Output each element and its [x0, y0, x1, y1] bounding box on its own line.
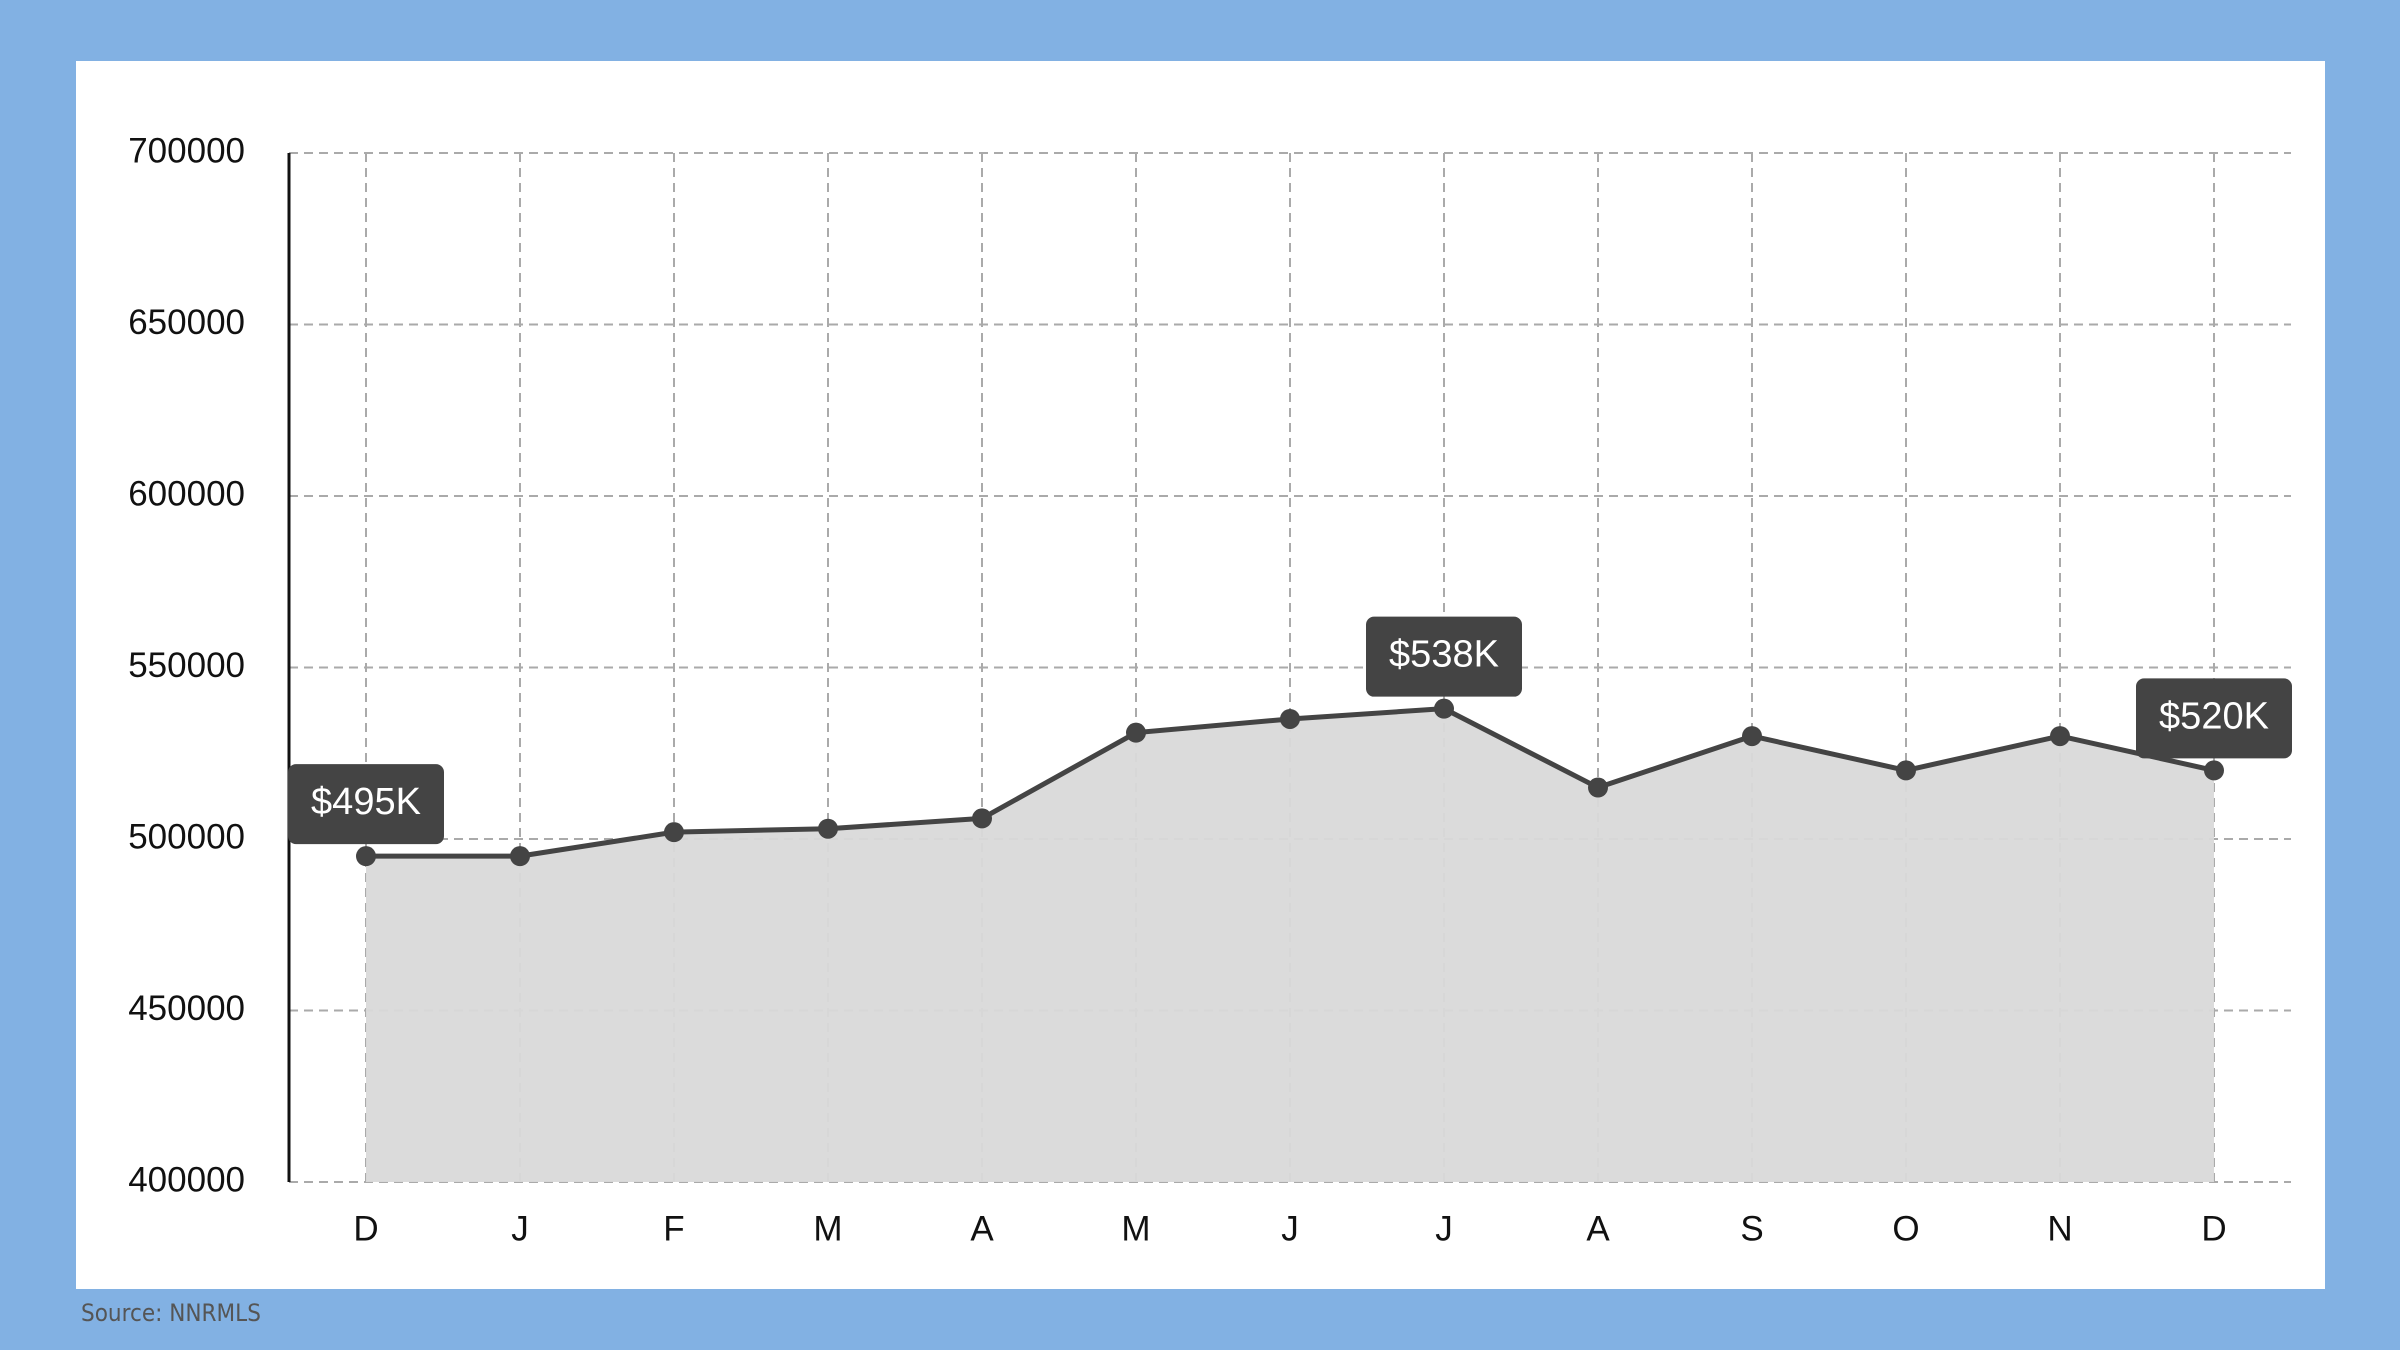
point	[1588, 777, 1608, 798]
x-tick-label: M	[1121, 1209, 1150, 1248]
point	[664, 822, 684, 843]
point	[1280, 708, 1300, 729]
x-tick-label: N	[2047, 1209, 2072, 1248]
point	[2204, 760, 2224, 781]
value-label-box	[288, 764, 444, 845]
y-tick-label: 550000	[128, 646, 245, 685]
point	[972, 808, 992, 829]
value-label: $495K	[311, 781, 421, 823]
x-tick-label: D	[2201, 1209, 2226, 1248]
x-tick-label: O	[1892, 1209, 1919, 1248]
y-tick-label: 600000	[128, 474, 245, 513]
point	[356, 846, 376, 867]
y-tick-label: 650000	[128, 303, 245, 342]
value-label: $538K	[1389, 634, 1499, 676]
x-tick-label: J	[511, 1209, 529, 1248]
point	[1742, 726, 1762, 747]
point	[2050, 726, 2070, 747]
x-tick-label: A	[970, 1209, 994, 1248]
value-label-box	[2136, 678, 2292, 759]
area	[366, 708, 2214, 1182]
source-note: Source: NNRMLS	[81, 1299, 261, 1327]
point	[1126, 722, 1146, 743]
x-tick-label: D	[353, 1209, 378, 1248]
y-tick-label: 400000	[128, 1160, 245, 1199]
x-tick-label: M	[813, 1209, 842, 1248]
x-tick-label: F	[663, 1209, 684, 1248]
x-tick-label: A	[1586, 1209, 1610, 1248]
x-tick-label: S	[1740, 1209, 1763, 1248]
y-tick-label: 700000	[128, 131, 245, 170]
y-tick-label: 450000	[128, 989, 245, 1028]
point	[1896, 760, 1916, 781]
y-tick-label: 500000	[128, 817, 245, 856]
x-tick-label: J	[1281, 1209, 1299, 1248]
x-tick-label: J	[1435, 1209, 1453, 1248]
value-label-box	[1366, 616, 1522, 697]
point	[1434, 698, 1454, 719]
point	[818, 818, 838, 839]
point	[510, 846, 530, 867]
value-label: $520K	[2159, 695, 2269, 737]
